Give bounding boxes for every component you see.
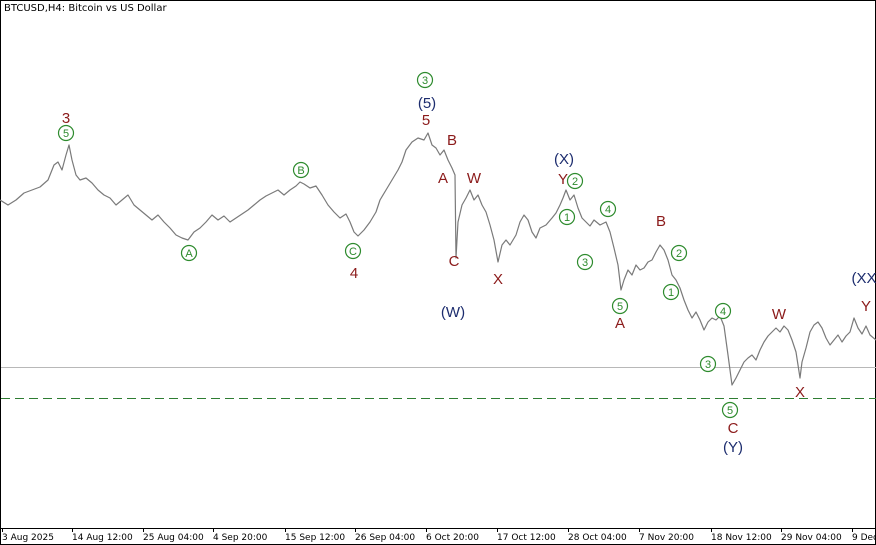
x-tick-label: 17 Oct 12:00 (497, 533, 556, 543)
x-tick-label: 15 Sep 12:00 (285, 533, 345, 543)
x-tick-label: 25 Aug 04:00 (143, 533, 204, 543)
x-tick-label: 9 Dec 2 (852, 533, 876, 543)
wave-label-circled: 5 (727, 405, 733, 417)
wave-label-circle (180, 244, 198, 262)
x-tick-label: 3 Aug 2025 (2, 533, 54, 543)
wave-label-circled: 4 (720, 306, 726, 318)
x-tick-label: 4 Sep 20:00 (213, 533, 268, 543)
wave-label: X (493, 271, 503, 288)
wave-label-circled: 3 (705, 359, 711, 371)
wave-label: A (438, 170, 448, 187)
wave-label-circled: B (297, 165, 304, 177)
symbol-label: BTCUSD,H4: Bitcoin vs US Dollar (4, 3, 167, 14)
wave-label-circled: 3 (422, 75, 428, 87)
wave-label-circle (662, 283, 680, 301)
wave-label-circle (721, 401, 739, 419)
wave-label: X (795, 384, 805, 401)
wave-label-circle (344, 242, 362, 260)
wave-label: 4 (350, 265, 358, 282)
wave-label-circle (599, 200, 617, 218)
wave-label-circled: C (349, 246, 357, 258)
wave-label: C (728, 420, 739, 437)
wave-label-circle (670, 244, 688, 262)
x-tick-label: 14 Aug 12:00 (72, 533, 133, 543)
wave-label: 5 (422, 112, 430, 129)
x-tick-label: 29 Nov 04:00 (781, 533, 842, 543)
wave-label-circled: 2 (572, 176, 578, 188)
wave-label-circle (416, 71, 434, 89)
x-tick-label: 6 Oct 20:00 (426, 533, 479, 543)
x-tick-label: 18 Nov 12:00 (711, 533, 772, 543)
wave-label-circled: 2 (676, 248, 682, 260)
wave-label: 3 (62, 110, 70, 127)
wave-label: Y (861, 298, 871, 315)
wave-label: A (615, 315, 625, 332)
wave-label: (W) (441, 304, 465, 321)
wave-label: (5) (418, 95, 436, 112)
wave-label-circled: 4 (605, 204, 611, 216)
wave-label-circled: 1 (564, 212, 570, 224)
wave-label-circled: 1 (668, 287, 674, 299)
x-tick-label: 7 Nov 20:00 (639, 533, 694, 543)
wave-label: W (772, 306, 787, 323)
wave-label: B (656, 213, 666, 230)
wave-label-circled: 5 (63, 128, 69, 140)
x-axis-ticks: 3 Aug 2025 14 Aug 12:00 25 Aug 04:00 4 S… (2, 528, 876, 543)
wave-label-circled: 5 (617, 301, 623, 313)
wave-label-circle (611, 297, 629, 315)
x-tick-label: 28 Oct 04:00 (568, 533, 627, 543)
wave-label: B (447, 132, 457, 149)
price-series-line (0, 132, 876, 386)
wave-label-circled: 3 (582, 257, 588, 269)
wave-label: W (467, 170, 482, 187)
wave-label-circle (558, 208, 576, 226)
wave-label: C (449, 253, 460, 270)
wave-label: (X) (554, 151, 574, 168)
wave-label-circled: A (185, 248, 193, 260)
wave-label: (Y) (723, 439, 743, 456)
wave-label-circle (699, 355, 717, 373)
wave-label: (XX (851, 270, 876, 287)
wave-label: Y (558, 171, 568, 188)
wave-label-circle (57, 124, 75, 142)
wave-label-circle (576, 253, 594, 271)
wave-label-circle (566, 172, 584, 190)
wave-label-circle (714, 302, 732, 320)
x-tick-label: 26 Sep 04:00 (355, 533, 415, 543)
wave-label-circle (292, 161, 310, 179)
